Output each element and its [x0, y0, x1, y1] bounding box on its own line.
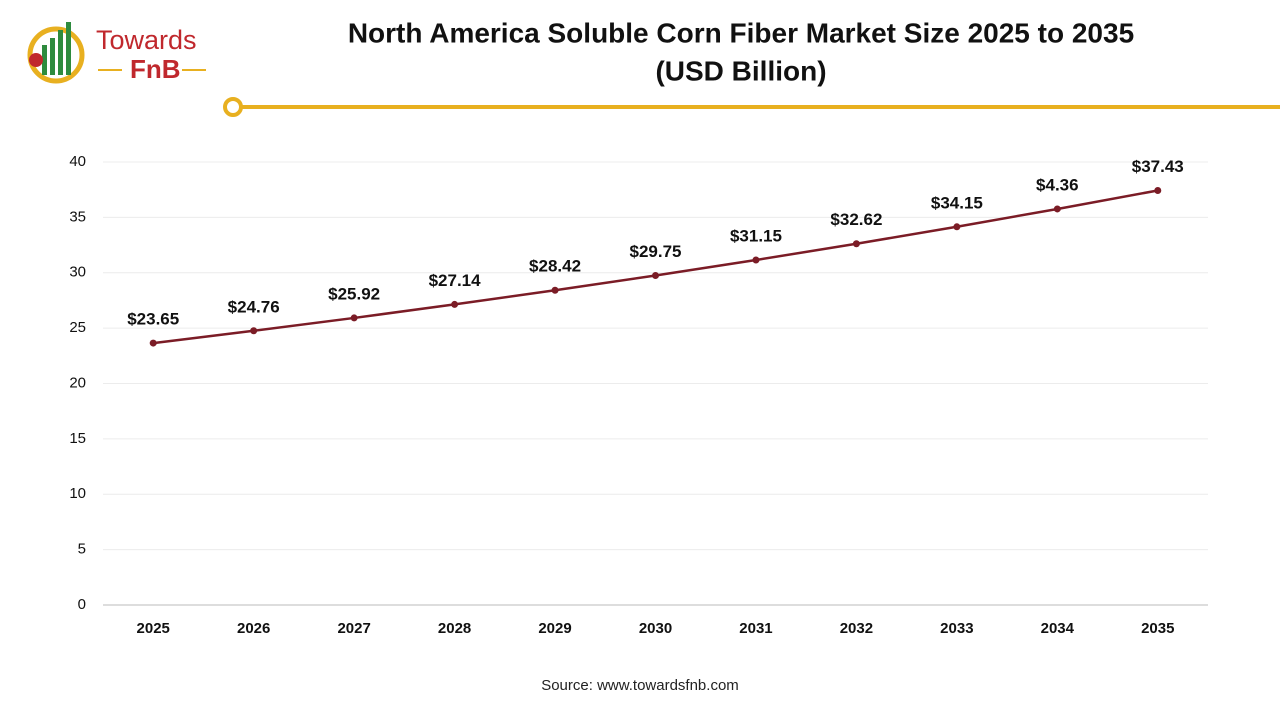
data-label: $28.42	[529, 257, 581, 276]
data-point	[1154, 186, 1162, 194]
data-point	[1053, 205, 1061, 213]
data-label: $25.92	[328, 284, 380, 303]
y-tick-label: 5	[78, 541, 86, 558]
data-label: $27.14	[429, 271, 482, 290]
y-tick-label: 35	[69, 208, 86, 225]
data-label: $34.15	[931, 193, 983, 212]
data-point	[953, 223, 961, 231]
x-tick-label: 2032	[840, 620, 873, 637]
y-tick-label: 15	[69, 430, 86, 447]
data-label: $24.76	[228, 297, 280, 316]
data-label: $31.15	[730, 226, 782, 245]
x-tick-label: 2028	[438, 620, 471, 637]
chart-title: North America Soluble Corn Fiber Market …	[348, 17, 1134, 48]
x-tick-label: 2029	[538, 620, 571, 637]
divider-dot	[223, 97, 243, 117]
y-tick-label: 40	[69, 153, 86, 170]
data-label: $32.62	[830, 210, 882, 229]
data-point	[551, 286, 559, 294]
logo: Towards FnB	[27, 22, 206, 84]
x-tick-label: 2030	[639, 620, 672, 637]
x-tick-label: 2026	[237, 620, 270, 637]
chart-subtitle: (USD Billion)	[655, 55, 826, 86]
logo-text: Towards	[96, 25, 197, 55]
y-tick-label: 20	[69, 374, 86, 391]
data-line	[153, 189, 1158, 345]
data-label: $4.36	[1036, 175, 1079, 194]
y-tick-label: 30	[69, 264, 86, 281]
x-tick-label: 2034	[1041, 620, 1075, 637]
x-tick-label: 2031	[739, 620, 772, 637]
source: Source: www.towardsfnb.com	[541, 677, 739, 694]
data-label: $37.43	[1132, 157, 1184, 176]
data-point	[149, 339, 157, 347]
data-label: $23.65	[127, 310, 179, 329]
data-point	[852, 240, 860, 248]
data-point	[752, 256, 760, 264]
data-point	[652, 272, 659, 280]
logo-text: FnB	[130, 54, 181, 84]
x-tick-label: 2027	[337, 620, 370, 637]
data-point	[451, 300, 459, 308]
y-tick-label: 10	[69, 485, 86, 502]
data-point	[350, 314, 358, 322]
x-tick-label: 2035	[1141, 620, 1174, 637]
data-label: $29.75	[630, 242, 682, 261]
x-tick-label: 2025	[137, 620, 170, 637]
y-tick-label: 0	[78, 596, 86, 613]
data-point	[250, 327, 258, 335]
x-tick-label: 2033	[940, 620, 973, 637]
y-tick-label: 25	[69, 319, 86, 336]
